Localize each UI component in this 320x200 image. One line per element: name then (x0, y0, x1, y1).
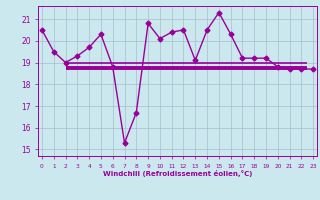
X-axis label: Windchill (Refroidissement éolien,°C): Windchill (Refroidissement éolien,°C) (103, 170, 252, 177)
